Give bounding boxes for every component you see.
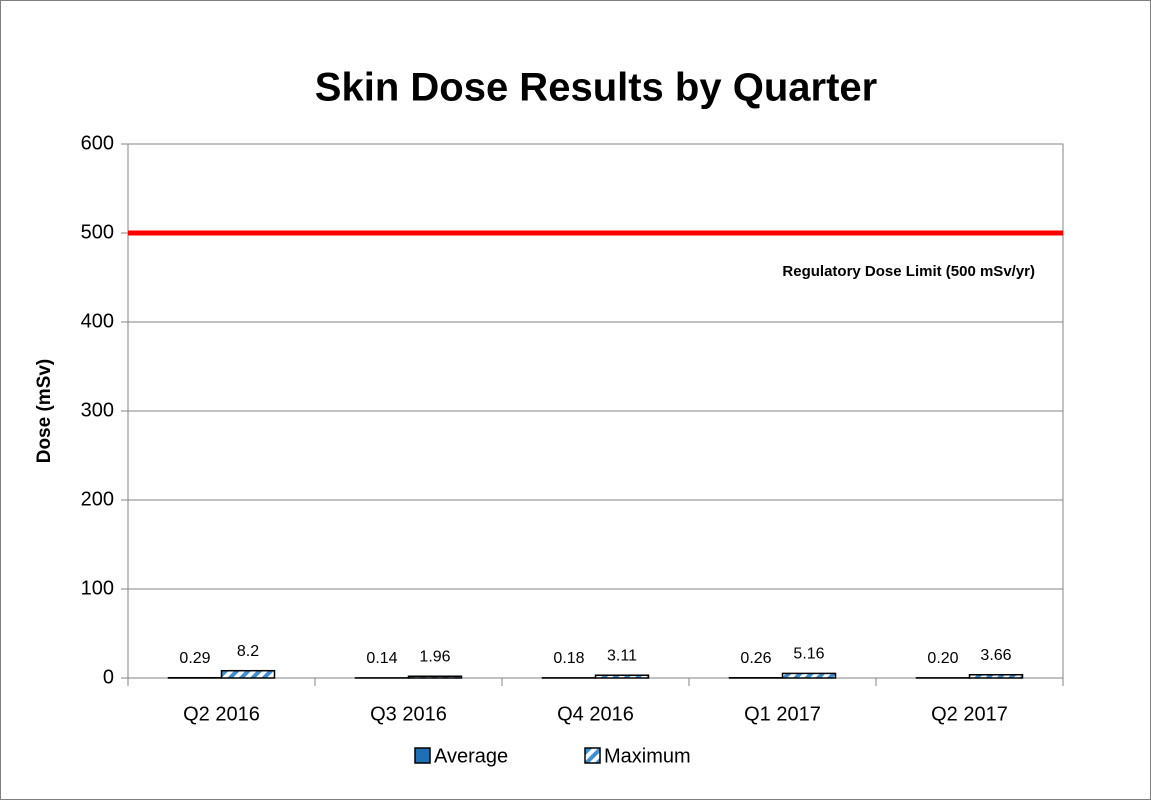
data-label: 5.16 <box>793 646 824 663</box>
bar <box>781 672 837 679</box>
bar <box>594 674 650 679</box>
y-tick-label: 300 <box>81 399 114 421</box>
data-label: 0.20 <box>927 650 958 667</box>
x-tick-label: Q3 2016 <box>370 703 447 725</box>
data-label: 0.14 <box>366 650 397 667</box>
y-tick-label: 500 <box>81 221 114 243</box>
y-tick-label: 600 <box>81 132 114 154</box>
reference-line-label: Regulatory Dose Limit (500 mSv/yr) <box>782 263 1035 280</box>
legend-label: Maximum <box>604 745 691 767</box>
data-label: 1.96 <box>419 648 450 665</box>
bar <box>407 675 463 679</box>
y-tick-label: 400 <box>81 310 114 332</box>
data-label: 3.11 <box>607 647 637 664</box>
data-label: 0.26 <box>740 650 771 667</box>
x-tick-label: Q2 2017 <box>931 703 1008 725</box>
legend-swatch <box>414 747 431 764</box>
chart-title: Skin Dose Results by Quarter <box>315 66 877 110</box>
data-label: 0.29 <box>179 650 210 667</box>
bar <box>968 673 1024 679</box>
x-tick-label: Q4 2016 <box>557 703 634 725</box>
y-tick-label: 100 <box>81 577 114 599</box>
data-label: 8.2 <box>237 643 259 660</box>
y-tick-label: 0 <box>103 666 114 688</box>
data-label: 3.66 <box>980 647 1011 664</box>
y-tick-label: 200 <box>81 488 114 510</box>
data-label: 0.18 <box>553 650 584 667</box>
bar <box>220 669 276 679</box>
y-axis-label: Dose (mSv) <box>34 359 55 464</box>
x-tick-label: Q2 2016 <box>183 703 260 725</box>
legend-swatch <box>584 747 601 764</box>
legend-label: Average <box>434 745 508 767</box>
x-tick-label: Q1 2017 <box>744 703 821 725</box>
